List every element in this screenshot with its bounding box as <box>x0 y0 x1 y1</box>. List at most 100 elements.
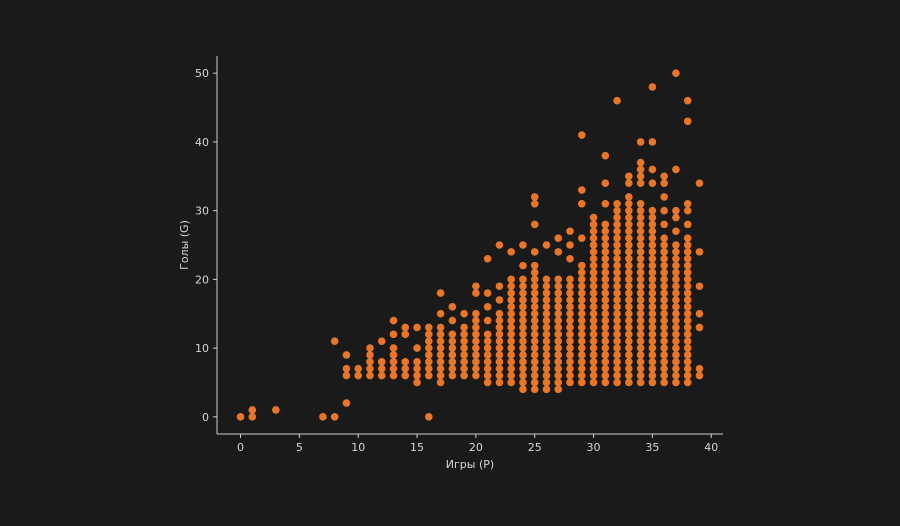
scatter-point <box>436 351 445 359</box>
scatter-point <box>577 261 586 270</box>
scatter-point <box>554 316 563 325</box>
scatter-point <box>577 303 586 311</box>
scatter-point <box>672 358 680 366</box>
scatter-point <box>542 296 551 304</box>
scatter-point <box>683 117 692 126</box>
scatter-point <box>589 378 598 387</box>
scatter-point <box>625 316 633 325</box>
scatter-point <box>589 330 598 339</box>
scatter-point <box>660 282 668 291</box>
scatter-point <box>589 241 598 249</box>
scatter-point <box>601 275 610 284</box>
scatter-point <box>389 351 398 359</box>
scatter-point <box>495 344 504 352</box>
scatter-point <box>354 371 363 380</box>
scatter-point <box>507 378 515 387</box>
scatter-point <box>672 206 680 215</box>
scatter-point <box>625 289 633 297</box>
scatter-point <box>613 241 621 249</box>
scatter-point <box>542 344 551 352</box>
scatter-point <box>648 261 657 270</box>
scatter-point <box>636 344 645 352</box>
scatter-point <box>648 241 657 249</box>
scatter-point <box>601 351 610 359</box>
scatter-point <box>577 358 586 366</box>
scatter-point <box>342 371 351 380</box>
scatter-point <box>625 248 633 256</box>
scatter-point <box>648 268 657 277</box>
scatter-point <box>542 309 551 318</box>
scatter-point <box>683 351 692 359</box>
scatter-point <box>519 378 527 387</box>
scatter-point <box>601 234 610 242</box>
scatter-point <box>589 282 598 291</box>
scatter-point <box>601 296 610 304</box>
scatter-point <box>613 371 621 380</box>
scatter-point <box>507 330 515 339</box>
scatter-point <box>613 364 621 373</box>
scatter-point <box>483 337 492 346</box>
scatter-point <box>530 282 539 291</box>
scatter-point <box>648 83 657 91</box>
scatter-point <box>613 323 621 332</box>
scatter-point <box>672 268 680 277</box>
scatter-point <box>672 227 680 236</box>
points-layer <box>236 69 704 421</box>
scatter-point <box>554 234 563 242</box>
scatter-point <box>472 358 480 366</box>
scatter-point <box>625 179 633 187</box>
scatter-point <box>448 371 457 380</box>
scatter-point <box>660 234 668 242</box>
scatter-point <box>366 364 374 373</box>
scatter-point <box>625 323 633 332</box>
scatter-point <box>472 351 480 359</box>
scatter-point <box>389 358 398 366</box>
scatter-point <box>519 282 527 291</box>
scatter-point <box>425 323 433 332</box>
scatter-point <box>660 254 668 263</box>
scatter-point <box>636 248 645 256</box>
scatter-point <box>507 309 515 318</box>
scatter-point <box>636 179 645 187</box>
scatter-point <box>436 323 445 332</box>
scatter-point <box>566 351 574 359</box>
scatter-point <box>448 316 457 325</box>
scatter-point <box>577 330 586 339</box>
scatter-point <box>495 282 504 291</box>
scatter-point <box>566 303 574 311</box>
scatter-point <box>366 371 374 380</box>
scatter-point <box>425 358 433 366</box>
scatter-point <box>613 199 621 208</box>
scatter-point <box>542 358 551 366</box>
scatter-point <box>648 371 657 380</box>
scatter-point <box>601 364 610 373</box>
scatter-point <box>330 337 339 346</box>
scatter-point <box>472 316 480 325</box>
scatter-point <box>377 364 386 373</box>
scatter-point <box>601 303 610 311</box>
scatter-point <box>542 316 551 325</box>
scatter-point <box>625 254 633 263</box>
y-tick-label: 30 <box>195 205 209 218</box>
scatter-point <box>495 241 504 249</box>
scatter-point <box>530 275 539 284</box>
scatter-point <box>460 337 468 346</box>
scatter-point <box>436 358 445 366</box>
scatter-point <box>589 275 598 284</box>
scatter-point <box>636 371 645 380</box>
scatter-point <box>472 364 480 373</box>
scatter-point <box>636 289 645 297</box>
scatter-point <box>542 275 551 284</box>
scatter-point <box>460 371 468 380</box>
scatter-point <box>366 351 374 359</box>
scatter-point <box>660 172 668 181</box>
scatter-point <box>589 309 598 318</box>
scatter-point <box>625 206 633 215</box>
scatter-point <box>660 220 668 229</box>
scatter-point <box>613 254 621 263</box>
scatter-point <box>636 303 645 311</box>
scatter-point <box>683 206 692 215</box>
scatter-point <box>672 364 680 373</box>
scatter-point <box>577 351 586 359</box>
scatter-point <box>483 364 492 373</box>
